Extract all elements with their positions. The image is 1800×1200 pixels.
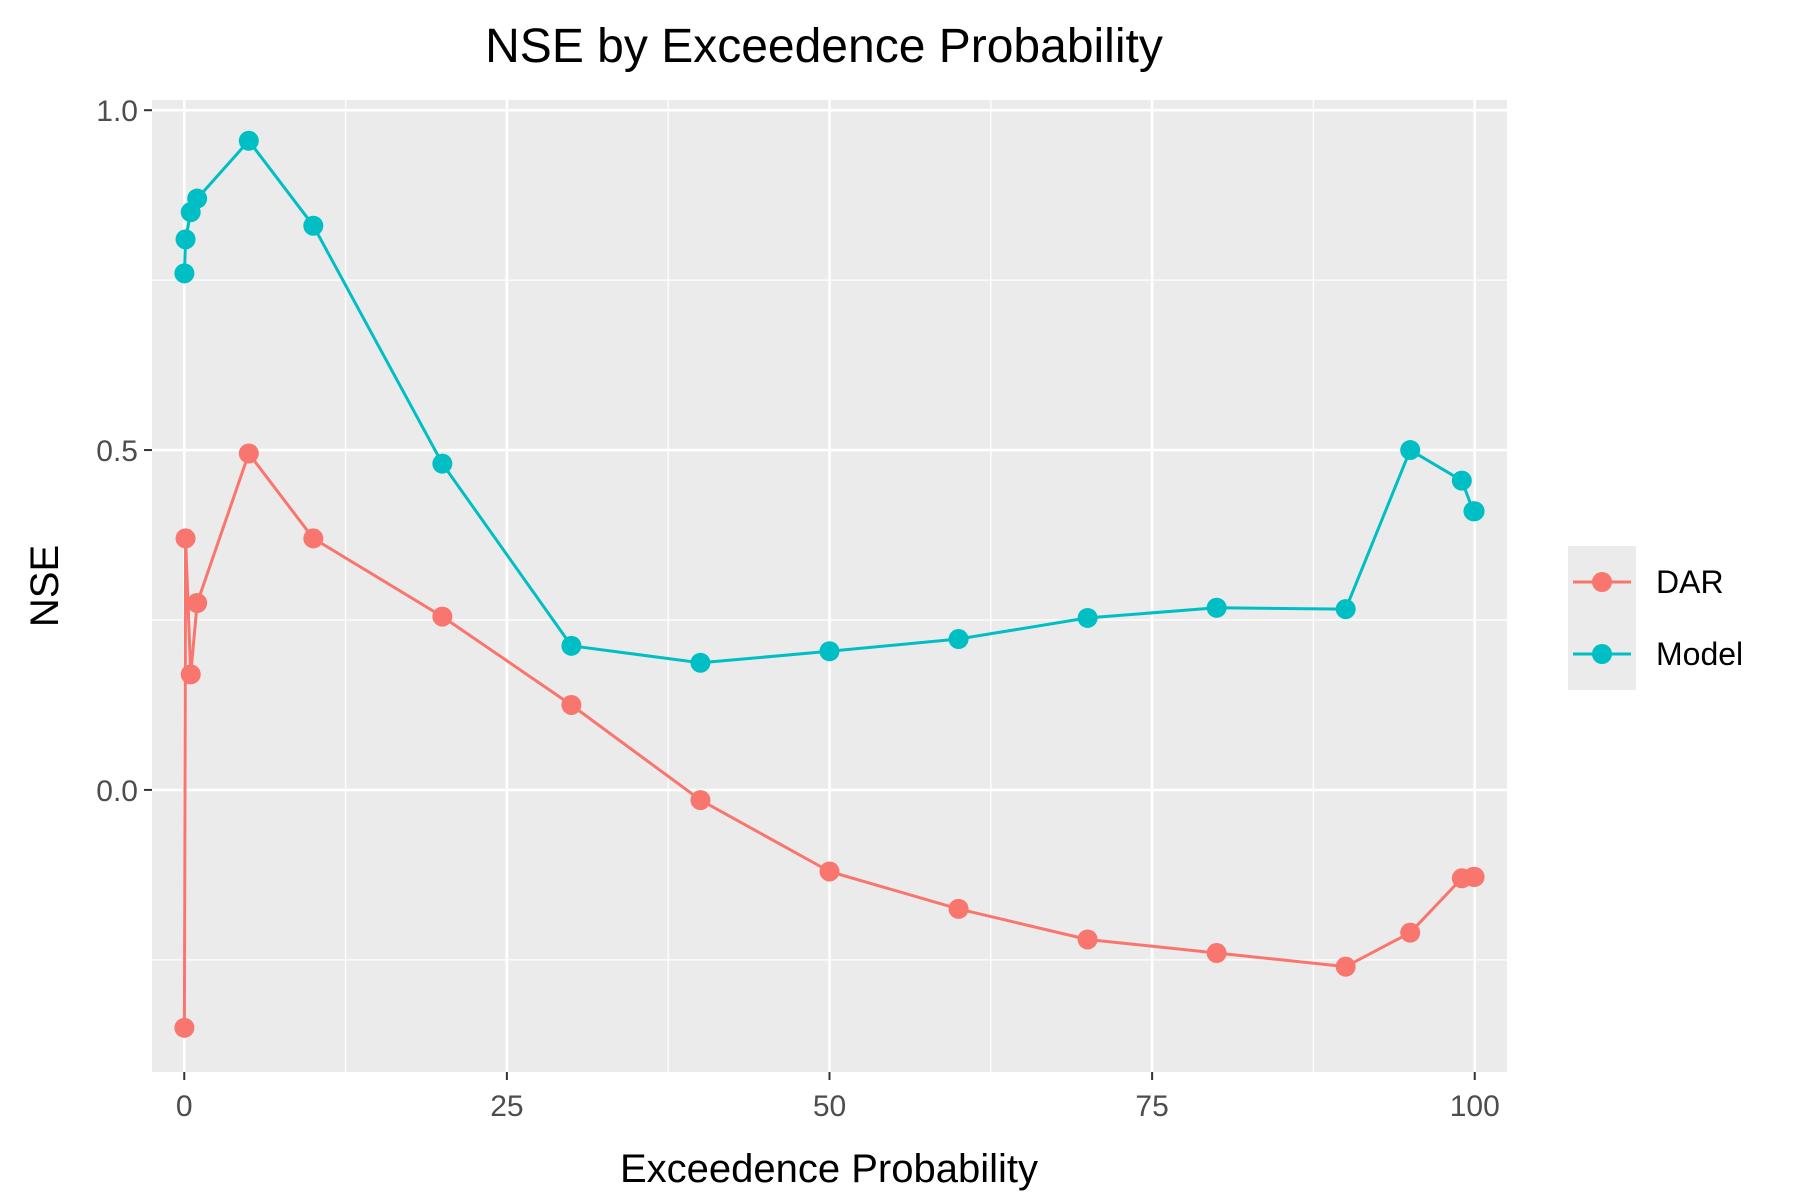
data-point-dar [238, 443, 259, 464]
data-point-dar [561, 694, 582, 715]
data-point-model [948, 629, 969, 650]
x-tick-label: 0 [176, 1090, 193, 1123]
data-point-dar [948, 898, 969, 919]
data-point-model [174, 263, 195, 284]
x-tick-labels: 0 25 50 75 100 [176, 1090, 1500, 1123]
x-tick-label: 50 [813, 1090, 846, 1123]
data-point-dar [819, 861, 840, 882]
y-tick-label: 1.0 [96, 95, 138, 128]
legend-point-dar [1592, 572, 1612, 592]
y-tick-labels: 0.0 0.5 1.0 [96, 95, 138, 808]
x-tick-label: 25 [490, 1090, 523, 1123]
data-point-dar [1077, 929, 1098, 950]
data-point-dar [1206, 943, 1227, 964]
data-point-dar [690, 790, 711, 811]
series-layer [174, 130, 1485, 1038]
series-line-dar [182, 452, 1475, 1028]
data-point-dar [174, 1017, 195, 1038]
data-point-dar [1464, 866, 1485, 887]
data-point-model [303, 215, 324, 236]
data-point-model [432, 453, 453, 474]
y-axis-title: NSE [23, 545, 67, 627]
legend-label-dar: DAR [1656, 564, 1724, 600]
legend-point-model [1592, 644, 1612, 664]
x-tick-label: 100 [1450, 1090, 1500, 1123]
data-point-dar [187, 592, 208, 613]
data-point-model [1464, 501, 1485, 522]
legend-label-model: Model [1656, 636, 1743, 672]
data-point-model [238, 130, 259, 151]
data-point-dar [432, 606, 453, 627]
axis-ticks [144, 109, 1476, 1080]
data-point-dar [1400, 922, 1421, 943]
data-point-model [690, 652, 711, 673]
data-point-model [561, 635, 582, 656]
data-point-dar [175, 528, 196, 549]
data-point-dar [180, 664, 201, 685]
x-axis-title: Exceedence Probability [620, 1147, 1038, 1191]
data-point-model [175, 229, 196, 250]
data-point-dar [303, 528, 324, 549]
data-point-dar [1335, 956, 1356, 977]
data-point-model [1206, 597, 1227, 618]
data-point-model [1451, 470, 1472, 491]
data-point-model [1400, 440, 1421, 461]
data-point-model [819, 641, 840, 662]
chart-title: NSE by Exceedence Probability [485, 20, 1163, 73]
legend: DAR Model [1568, 546, 1743, 690]
x-tick-label: 75 [1135, 1090, 1168, 1123]
data-point-model [187, 188, 208, 209]
data-point-model [1077, 607, 1098, 628]
data-point-model [1335, 599, 1356, 620]
y-tick-label: 0.0 [96, 775, 138, 808]
y-tick-label: 0.5 [96, 435, 138, 468]
